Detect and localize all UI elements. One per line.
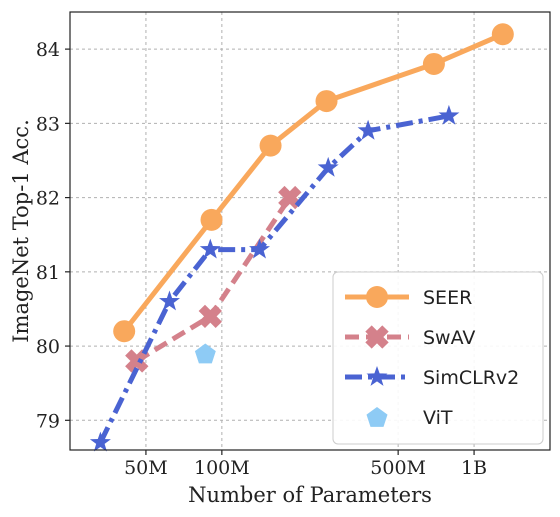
legend-marker-seer xyxy=(366,286,388,308)
x-tick-label: 50M xyxy=(124,457,168,479)
legend-label-simclrv2: SimCLRv2 xyxy=(423,367,519,389)
y-tick-label: 81 xyxy=(36,262,60,284)
series-simclrv2 xyxy=(89,104,460,452)
data-point-simclrv2 xyxy=(438,104,460,125)
x-tick-label: 500M xyxy=(370,457,426,479)
data-point-simclrv2 xyxy=(317,156,339,177)
legend-marker-swav xyxy=(365,325,389,349)
legend-marker-vit xyxy=(366,407,388,427)
data-point-swav xyxy=(125,349,149,373)
y-tick-label: 84 xyxy=(36,39,60,61)
data-point-vit xyxy=(194,343,216,364)
data-point-seer xyxy=(315,90,338,113)
legend-marker-simclrv2 xyxy=(366,366,388,386)
legend-label-vit: ViT xyxy=(423,407,453,429)
data-point-simclrv2 xyxy=(249,238,270,259)
series-line-seer xyxy=(122,32,504,333)
ticks: 50M 100M 500M 1B 79 80 81 82 83 84 xyxy=(36,39,487,479)
legend: SEER SwAV SimCLRv2 ViT xyxy=(332,271,544,445)
legend-label-seer: SEER xyxy=(423,287,472,309)
y-tick-label: 80 xyxy=(36,336,60,358)
data-point-simclrv2 xyxy=(89,431,111,452)
data-point-simclrv2 xyxy=(199,238,221,259)
plot-frame xyxy=(69,11,551,451)
legend-entry-seer: SEER xyxy=(345,286,472,309)
x-tick-label: 1B xyxy=(461,457,487,479)
x-axis-label: Number of Parameters xyxy=(188,483,432,507)
series-seer xyxy=(113,23,514,343)
data-point-seer xyxy=(259,134,282,157)
x-tick-label: 100M xyxy=(194,457,250,479)
legend-label-swav: SwAV xyxy=(423,327,475,349)
data-point-simclrv2 xyxy=(357,119,379,140)
series-swav xyxy=(125,185,302,373)
series-vit xyxy=(194,343,216,364)
y-tick-label: 82 xyxy=(36,188,60,210)
data-point-swav xyxy=(198,304,222,329)
legend-entry-swav: SwAV xyxy=(345,325,475,349)
legend-entry-vit: ViT xyxy=(366,407,453,429)
legend-entry-simclrv2: SimCLRv2 xyxy=(345,366,519,389)
data-point-seer xyxy=(200,208,223,231)
y-axis-label: ImageNet Top-1 Acc. xyxy=(9,119,33,342)
data-point-seer xyxy=(113,320,136,343)
y-tick-label: 83 xyxy=(36,113,60,135)
y-tick-label: 79 xyxy=(36,410,60,432)
data-point-seer xyxy=(491,23,514,46)
series-layer xyxy=(89,23,514,452)
data-point-simclrv2 xyxy=(159,290,180,311)
data-point-seer xyxy=(422,52,445,75)
legend-box xyxy=(332,271,544,445)
